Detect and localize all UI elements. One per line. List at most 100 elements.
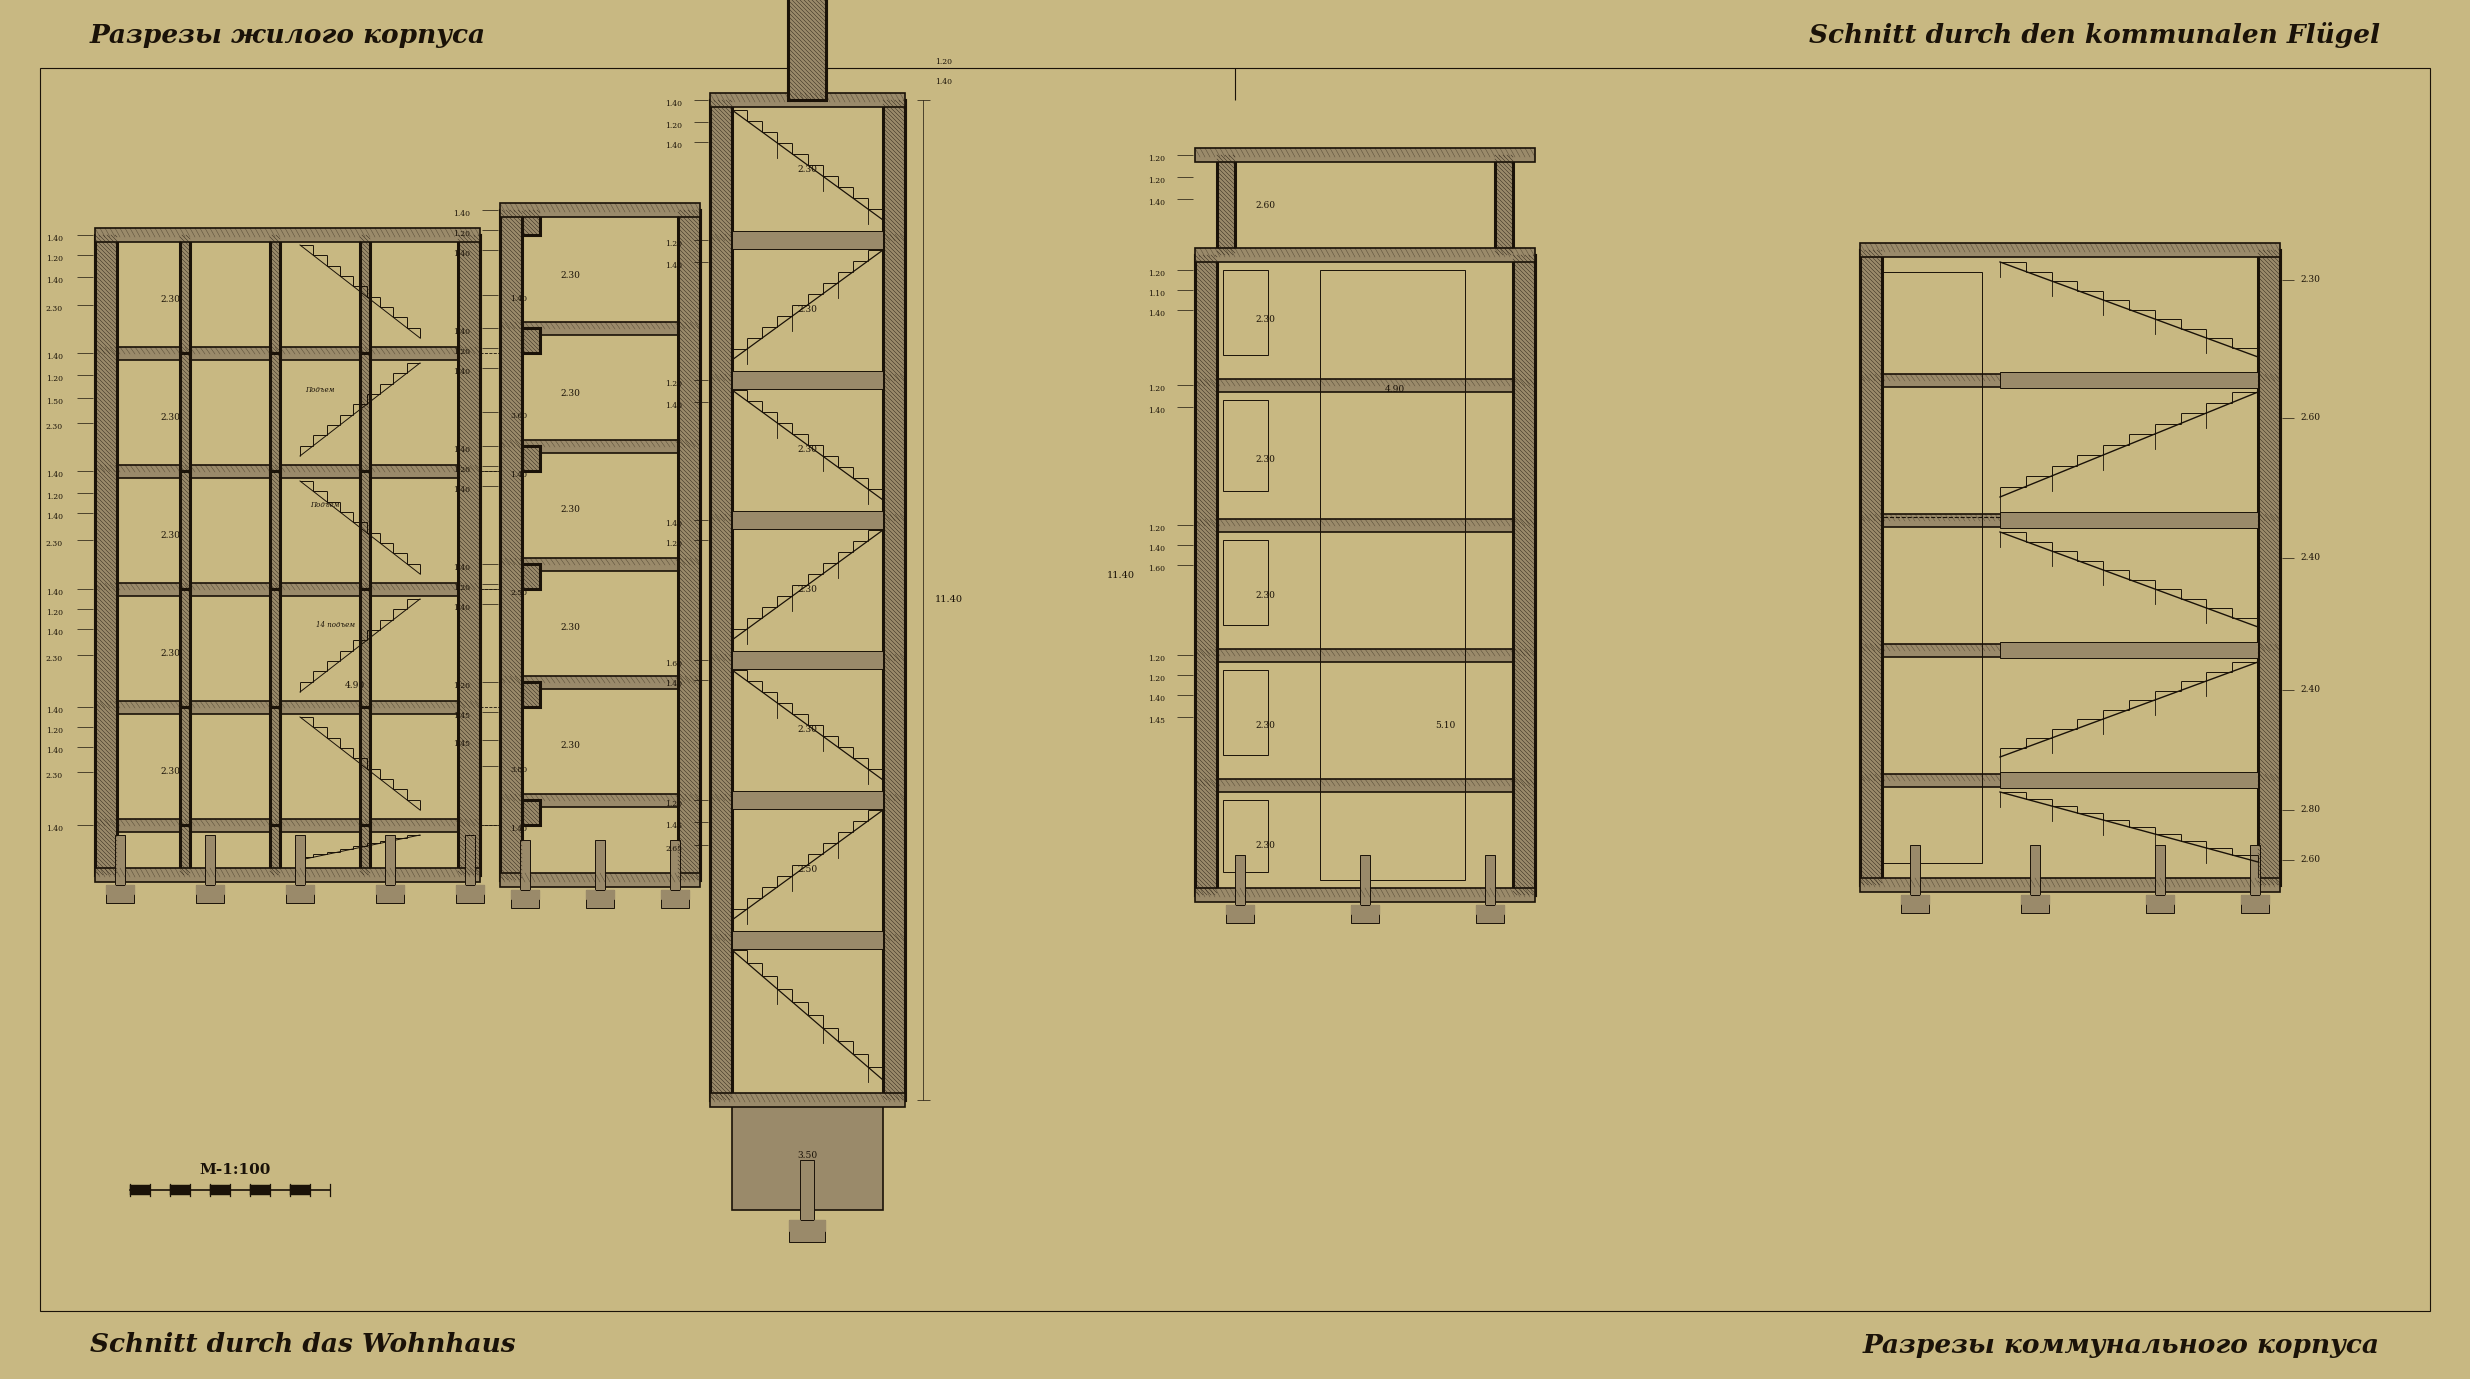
Polygon shape (531, 889, 538, 899)
Bar (195, 885, 225, 903)
Text: 2.30: 2.30 (798, 306, 818, 314)
Bar (709, 934, 904, 947)
Text: 2.30: 2.30 (161, 414, 180, 422)
Bar (269, 234, 279, 353)
Text: 1.60: 1.60 (664, 661, 682, 667)
Text: 1.40: 1.40 (452, 250, 469, 258)
Polygon shape (2260, 895, 2270, 905)
Text: 1.40: 1.40 (47, 707, 64, 714)
Bar (180, 589, 190, 707)
Bar (2146, 895, 2174, 913)
Bar (709, 374, 904, 387)
Bar (180, 472, 190, 589)
Text: 14 подъем: 14 подъем (316, 621, 356, 629)
Text: 5.10: 5.10 (1435, 720, 1455, 729)
Bar (106, 885, 133, 903)
Polygon shape (2020, 895, 2030, 905)
Bar (1351, 905, 1378, 923)
Bar (1860, 878, 2280, 892)
Text: 2.30: 2.30 (561, 270, 580, 280)
Text: 1.40: 1.40 (1149, 310, 1166, 319)
Bar (94, 348, 479, 360)
Bar (511, 889, 538, 907)
Text: 1.40: 1.40 (664, 142, 682, 150)
Text: 2.30: 2.30 (47, 423, 64, 432)
Polygon shape (126, 885, 133, 894)
Bar (210, 1185, 230, 1196)
Bar (800, 1160, 815, 1220)
Text: 1.40: 1.40 (452, 328, 469, 336)
Text: 3.60: 3.60 (509, 412, 526, 421)
Bar (1860, 243, 2280, 256)
Bar (521, 328, 541, 353)
Bar (2258, 250, 2280, 885)
Text: 1.40: 1.40 (47, 589, 64, 597)
Text: Подъем: Подъем (311, 501, 341, 509)
Text: 2.30: 2.30 (47, 305, 64, 313)
Polygon shape (1351, 905, 1361, 914)
Text: 1.20: 1.20 (1149, 674, 1166, 683)
Text: 4.90: 4.90 (346, 680, 366, 690)
Bar (2001, 372, 2258, 387)
Bar (662, 889, 689, 907)
Text: 1.10: 1.10 (1149, 290, 1166, 298)
Text: 1.40: 1.40 (664, 403, 682, 410)
Text: 1.20: 1.20 (47, 494, 64, 501)
Text: 1.45: 1.45 (664, 822, 682, 830)
Text: 2.30: 2.30 (1255, 840, 1275, 849)
Bar (1223, 800, 1267, 872)
Text: 1.20: 1.20 (452, 583, 469, 592)
Polygon shape (1919, 895, 1929, 905)
Text: Разрезы коммунального корпуса: Разрезы коммунального корпуса (1862, 1332, 2381, 1357)
Bar (1195, 248, 1534, 262)
Bar (180, 234, 190, 353)
Bar (269, 589, 279, 707)
Text: 1.50: 1.50 (47, 399, 64, 405)
Bar (249, 1185, 269, 1196)
Text: 1.40: 1.40 (452, 604, 469, 612)
Polygon shape (2166, 895, 2174, 905)
Bar (709, 101, 904, 1100)
Polygon shape (788, 1220, 800, 1231)
Text: 2.30: 2.30 (561, 389, 580, 397)
Text: 1.20: 1.20 (1149, 177, 1166, 185)
Text: 2.60: 2.60 (2300, 414, 2319, 422)
Text: 1.20: 1.20 (664, 121, 682, 130)
Bar (1909, 845, 1919, 895)
Bar (1477, 905, 1504, 923)
Bar (2030, 845, 2040, 895)
Text: 1.40: 1.40 (509, 472, 526, 479)
Bar (361, 825, 370, 876)
Text: 1.45: 1.45 (1149, 717, 1166, 725)
Bar (731, 931, 882, 949)
Text: 1.40: 1.40 (936, 79, 951, 85)
Bar (385, 836, 395, 885)
Text: 1.20: 1.20 (1149, 385, 1166, 393)
Text: 1.40: 1.40 (47, 277, 64, 285)
Bar (269, 825, 279, 876)
Bar (521, 840, 531, 889)
Bar (731, 651, 882, 669)
Bar (1195, 379, 1534, 392)
Text: 2.30: 2.30 (1255, 455, 1275, 465)
Bar (131, 1185, 151, 1196)
Bar (1882, 272, 1981, 863)
Bar (94, 234, 479, 876)
Polygon shape (215, 885, 225, 894)
Bar (1195, 779, 1534, 792)
Bar (457, 885, 484, 903)
Bar (499, 440, 699, 452)
Bar (2154, 845, 2166, 895)
Bar (94, 465, 479, 479)
Text: 4.90: 4.90 (1386, 386, 1405, 394)
Bar (1860, 644, 2280, 656)
Bar (94, 867, 479, 883)
Text: 1.20: 1.20 (452, 348, 469, 356)
Text: 1.60: 1.60 (1149, 565, 1166, 574)
Bar (2250, 845, 2260, 895)
Bar (1860, 250, 1882, 885)
Text: 3.50: 3.50 (798, 1150, 818, 1160)
Bar (1319, 270, 1465, 880)
Text: 1.40: 1.40 (664, 520, 682, 528)
Bar (94, 234, 116, 876)
